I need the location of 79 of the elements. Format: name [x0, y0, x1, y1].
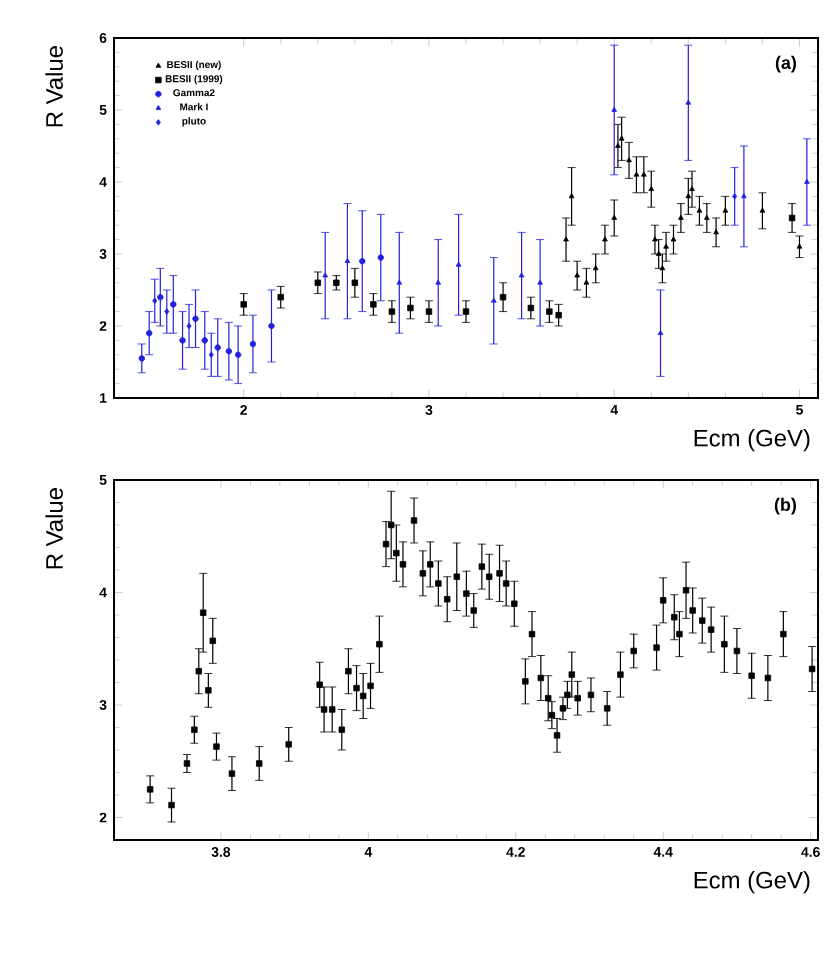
x-axis-title: Ecm (GeV): [694, 429, 810, 452]
point: [425, 308, 433, 315]
point: [641, 171, 647, 177]
point: [689, 185, 695, 191]
point: [804, 178, 810, 184]
point: [546, 308, 553, 315]
point: [225, 347, 233, 355]
point: [563, 236, 569, 242]
point: [678, 214, 684, 220]
point: [268, 322, 275, 330]
point: [462, 308, 470, 315]
point: [713, 229, 719, 235]
point: [568, 193, 575, 199]
point: [704, 214, 710, 220]
point: [277, 293, 284, 301]
point: [435, 279, 442, 285]
point: [670, 236, 677, 242]
point: [574, 272, 580, 278]
point: [648, 185, 655, 191]
point: [192, 315, 199, 322]
point: [179, 337, 186, 344]
x-axis-title: Ecm (GeV): [694, 871, 810, 894]
point: [490, 297, 497, 303]
point: [592, 265, 599, 271]
point: [788, 214, 796, 222]
y-axis-title: R Value: [45, 488, 63, 569]
point: [657, 329, 664, 335]
point: [652, 236, 658, 242]
point: [611, 214, 618, 220]
point: [696, 207, 703, 213]
point: [157, 293, 164, 301]
point: [214, 344, 221, 351]
point: [146, 329, 153, 337]
point: [208, 351, 214, 358]
point: [234, 351, 242, 358]
point: [322, 272, 329, 278]
annotation: (b): [774, 497, 796, 515]
point: [152, 297, 158, 304]
point: [796, 243, 803, 249]
point: [138, 355, 145, 362]
point: [602, 236, 608, 242]
point: [249, 340, 257, 348]
point: [655, 250, 662, 256]
point: [663, 243, 669, 249]
point: [407, 304, 414, 312]
point: [164, 308, 170, 315]
point: [201, 337, 208, 344]
point: [351, 279, 359, 286]
point: [377, 254, 384, 261]
point: [314, 279, 321, 286]
point: [583, 279, 590, 285]
point: [685, 99, 692, 105]
point: [537, 279, 543, 285]
point: [626, 157, 632, 163]
point: [732, 193, 738, 200]
annotation: (a): [775, 55, 796, 73]
point: [170, 301, 177, 308]
point: [518, 272, 525, 278]
point: [344, 257, 351, 263]
point: [659, 265, 666, 271]
point: [370, 301, 377, 308]
point: [611, 106, 618, 112]
point: [186, 322, 192, 330]
point: [618, 135, 625, 141]
point: [633, 171, 640, 177]
point: [388, 308, 396, 315]
point: [240, 301, 247, 308]
point: [615, 142, 621, 148]
point: [685, 193, 692, 199]
point: [396, 279, 403, 285]
point: [499, 293, 507, 301]
point: [455, 261, 462, 267]
point: [359, 257, 366, 265]
point: [527, 304, 535, 312]
y-axis-title: R Value: [45, 46, 63, 127]
point: [722, 207, 729, 213]
point: [759, 207, 766, 213]
point: [555, 311, 562, 319]
point: [741, 193, 747, 199]
